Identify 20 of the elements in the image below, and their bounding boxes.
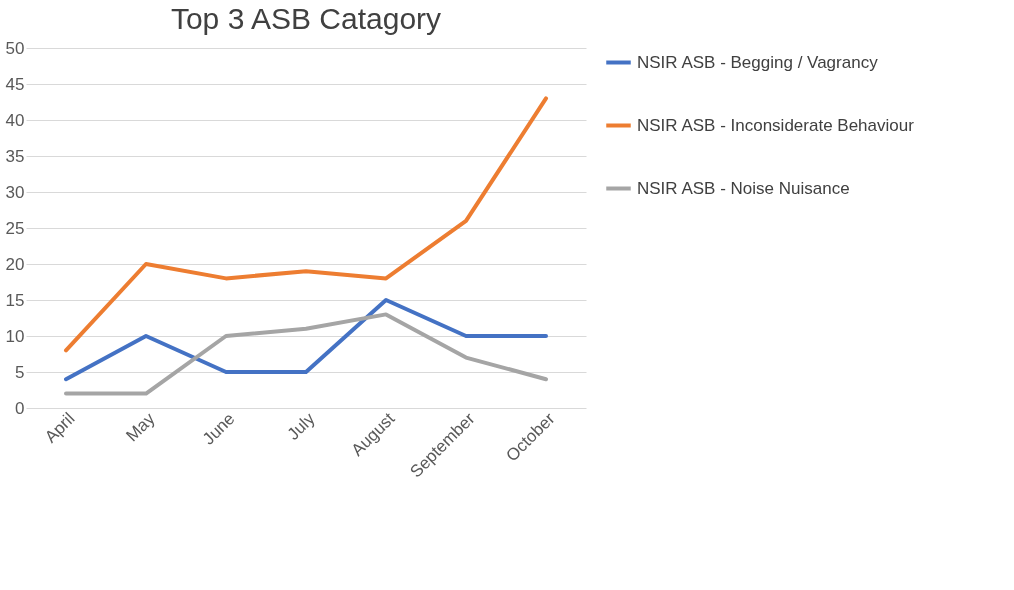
legend-label: NSIR ASB - Begging / Vagrancy xyxy=(637,52,879,72)
y-tick-label: 40 xyxy=(5,110,25,130)
y-tick-label: 25 xyxy=(5,218,25,238)
y-tick-label: 20 xyxy=(5,254,25,274)
y-tick-label: 50 xyxy=(5,38,25,58)
y-tick-label: 30 xyxy=(5,182,25,202)
line-series xyxy=(64,96,548,353)
y-tick-label: 0 xyxy=(15,398,25,418)
x-tick-label: July xyxy=(283,408,319,444)
line-series xyxy=(64,312,548,396)
y-tick-label: 5 xyxy=(15,362,25,382)
chart-title: Top 3 ASB Catagory xyxy=(170,2,442,35)
y-tick-label: 45 xyxy=(5,74,25,94)
legend-label: NSIR ASB - Noise Nuisance xyxy=(637,178,850,198)
x-tick-label: May xyxy=(122,408,159,446)
y-tick-label: 15 xyxy=(5,290,25,310)
y-tick-label: 35 xyxy=(5,146,25,166)
y-tick-label: 10 xyxy=(5,326,25,346)
line-series xyxy=(64,298,548,382)
legend-label: NSIR ASB - Inconsiderate Behaviour xyxy=(637,115,915,135)
